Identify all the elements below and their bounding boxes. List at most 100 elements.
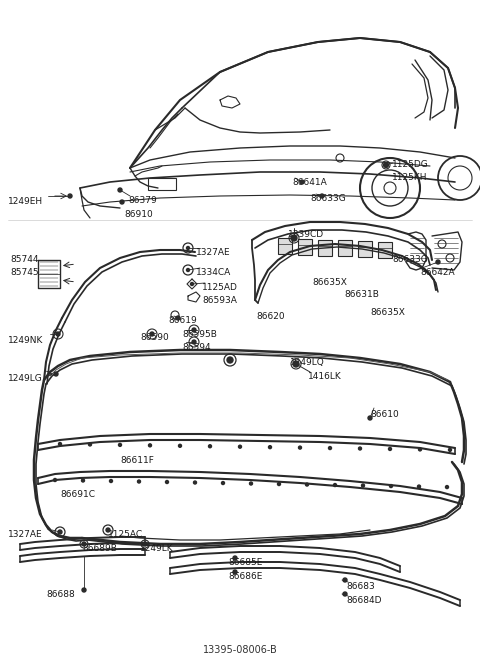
Text: 86689B: 86689B [82, 544, 117, 553]
Circle shape [118, 188, 122, 192]
Circle shape [82, 542, 86, 546]
Text: 1416LK: 1416LK [308, 372, 342, 381]
Circle shape [419, 448, 421, 451]
Text: 86642A: 86642A [420, 268, 455, 277]
Circle shape [179, 444, 181, 447]
Circle shape [187, 246, 190, 250]
Circle shape [120, 200, 124, 204]
Text: 86683: 86683 [346, 582, 375, 591]
Circle shape [291, 235, 297, 241]
Text: 13395-08006-B: 13395-08006-B [203, 645, 277, 655]
Circle shape [418, 485, 420, 488]
Text: 86593A: 86593A [202, 296, 237, 305]
Circle shape [148, 444, 152, 447]
Circle shape [221, 481, 225, 485]
Circle shape [208, 445, 212, 448]
Text: 86611F: 86611F [120, 456, 154, 465]
Circle shape [233, 570, 237, 574]
Circle shape [227, 357, 233, 363]
Bar [278, 238, 292, 254]
Circle shape [187, 269, 190, 272]
Text: 1249LQ: 1249LQ [290, 358, 325, 367]
Text: 1249LG: 1249LG [8, 374, 43, 383]
Bar [318, 240, 332, 255]
Circle shape [137, 480, 141, 483]
Text: 86635X: 86635X [370, 308, 405, 317]
Text: 1125AD: 1125AD [202, 283, 238, 292]
Bar [148, 178, 176, 190]
Text: 86684D: 86684D [346, 596, 382, 605]
Circle shape [343, 592, 347, 596]
Text: 86633G: 86633G [392, 255, 428, 264]
Circle shape [192, 328, 196, 332]
Circle shape [143, 542, 147, 546]
Bar [378, 242, 392, 258]
Circle shape [54, 372, 58, 376]
Circle shape [53, 479, 57, 481]
Text: 85745: 85745 [10, 268, 38, 277]
Circle shape [384, 162, 388, 168]
Circle shape [58, 530, 62, 534]
Text: 86610: 86610 [370, 410, 399, 419]
Circle shape [328, 447, 332, 449]
Circle shape [250, 482, 252, 485]
Text: 86635X: 86635X [312, 278, 347, 287]
Text: 86685E: 86685E [228, 558, 263, 567]
Circle shape [176, 316, 180, 320]
Text: 1339CD: 1339CD [288, 230, 324, 239]
Circle shape [436, 260, 440, 264]
Circle shape [305, 483, 309, 486]
Text: 1327AE: 1327AE [8, 530, 43, 539]
Text: 86910: 86910 [124, 210, 153, 219]
Circle shape [277, 483, 280, 485]
Circle shape [119, 443, 121, 447]
Circle shape [88, 443, 92, 446]
Text: 86379: 86379 [128, 196, 157, 205]
Circle shape [193, 481, 196, 484]
Text: 1249LK: 1249LK [140, 544, 174, 553]
Text: 86686E: 86686E [228, 572, 263, 581]
Circle shape [239, 445, 241, 448]
Circle shape [389, 485, 393, 487]
Text: 1249NK: 1249NK [8, 336, 43, 345]
Text: 85744: 85744 [10, 255, 38, 264]
Text: 1327AE: 1327AE [196, 248, 230, 257]
Circle shape [448, 449, 452, 451]
Circle shape [268, 445, 272, 449]
Text: 1125DG: 1125DG [392, 160, 429, 169]
Text: 86641A: 86641A [292, 178, 327, 187]
Circle shape [343, 578, 347, 582]
Text: 86590: 86590 [140, 333, 169, 342]
Text: 86631B: 86631B [344, 290, 379, 299]
Circle shape [109, 479, 112, 483]
Circle shape [445, 485, 448, 489]
Circle shape [59, 443, 61, 445]
Circle shape [320, 194, 324, 198]
Text: 86633G: 86633G [310, 194, 346, 203]
Text: 1334CA: 1334CA [196, 268, 231, 277]
Circle shape [300, 180, 304, 184]
Circle shape [82, 588, 86, 592]
Text: 86619: 86619 [168, 316, 197, 325]
Text: 86691C: 86691C [60, 490, 95, 499]
Circle shape [56, 332, 60, 336]
Text: 86620: 86620 [256, 312, 285, 321]
Bar [358, 241, 372, 257]
Circle shape [68, 194, 72, 198]
Circle shape [82, 479, 84, 482]
Circle shape [106, 528, 110, 532]
Text: 86595B: 86595B [182, 330, 217, 339]
Circle shape [334, 483, 336, 487]
Circle shape [150, 332, 154, 336]
Text: 86594: 86594 [182, 343, 211, 352]
Circle shape [368, 416, 372, 420]
Circle shape [293, 361, 299, 367]
Circle shape [388, 447, 392, 451]
Circle shape [359, 447, 361, 450]
Circle shape [191, 282, 193, 286]
Bar [298, 239, 312, 255]
Circle shape [166, 481, 168, 483]
Text: 1125KH: 1125KH [392, 173, 428, 182]
Bar [338, 240, 352, 256]
Circle shape [361, 484, 364, 487]
